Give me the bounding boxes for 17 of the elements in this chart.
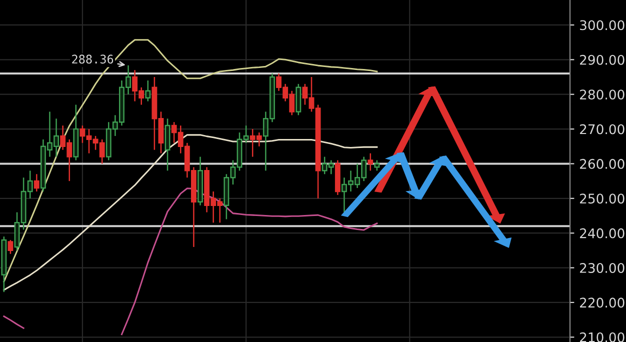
y-tick-label: 240.00 (580, 228, 624, 238)
y-tick-label: 290.00 (580, 54, 624, 65)
y-tick-label: 230.00 (580, 262, 624, 273)
candlestick (8, 239, 14, 255)
y-tick-label: 220.00 (580, 298, 624, 308)
candlestick (145, 80, 151, 102)
y-tick-label: 210.00 (580, 332, 624, 342)
line-series (3, 39, 378, 282)
y-tick-label: 280.00 (580, 90, 624, 100)
y-tick-label: 260.00 (580, 158, 624, 169)
annotation: 288.36 (72, 54, 114, 64)
y-tick-label: 270.00 (580, 124, 624, 134)
candlestick (368, 152, 374, 172)
candlestick (374, 160, 380, 172)
y-tick-label: 250.00 (580, 194, 624, 204)
y-tick-label: 300.00 (580, 20, 624, 30)
candlestick (34, 173, 40, 192)
